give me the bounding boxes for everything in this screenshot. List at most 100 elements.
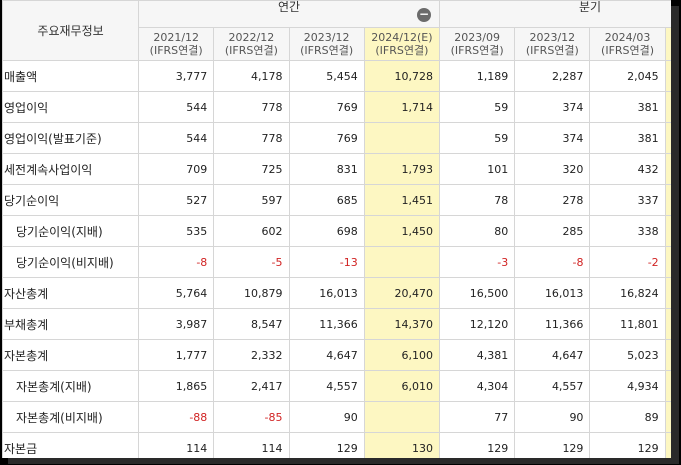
value-cell: 129 [438, 432, 516, 458]
row-label: 자본금 [2, 432, 140, 458]
row-label: 자본총계 [2, 339, 140, 371]
window-shadow-bottom [8, 458, 679, 464]
value-cell: 16,824 [589, 277, 666, 309]
period-label: 2023/12 [529, 31, 576, 44]
period-label: 2023/09 [454, 31, 500, 44]
basis-label: (IFRS연결) [149, 44, 203, 57]
period-header: 2024/03 (IFRS연결) [589, 27, 666, 61]
value-cell: 778 [213, 122, 290, 154]
value-cell: 685 [288, 184, 365, 216]
value-cell: 77 [438, 401, 516, 433]
value-cell: 16,013 [514, 277, 591, 309]
value-cell: 338 [589, 215, 666, 247]
value-cell: 2,003 [664, 60, 671, 92]
value-cell [664, 401, 671, 433]
value-cell: 4,381 [438, 339, 516, 371]
row-label: 자산총계 [2, 277, 140, 309]
value-cell: -8 [138, 246, 215, 278]
value-cell: 90 [288, 401, 365, 433]
row-label: 세전계속사업이익 [2, 153, 140, 185]
value-cell: 345 [664, 91, 671, 123]
period-label: 2022/12 [228, 31, 275, 44]
group-annual: 연간 − [138, 0, 440, 28]
value-cell: 10,728 [363, 60, 441, 92]
value-cell: 89 [589, 401, 666, 433]
basis-label: (IFRS연결) [375, 44, 429, 57]
value-cell: 709 [138, 153, 215, 185]
table-row: 자본총계 1,777 2,332 4,647 6,100 4,381 4,647 5,023 [2, 339, 671, 371]
basis-label: (IFRS연결) [666, 44, 671, 57]
value-cell: 290 [664, 215, 671, 247]
value-cell: 778 [213, 91, 290, 123]
value-cell: -3 [438, 246, 516, 278]
value-cell: -88 [138, 401, 215, 433]
period-header: 2023/12 (IFRS연결) [288, 27, 365, 61]
value-cell [664, 277, 671, 309]
value-cell: 1,865 [138, 370, 215, 402]
value-cell: -8 [514, 246, 591, 278]
value-cell: 4,178 [213, 60, 290, 92]
value-cell: 6,010 [363, 370, 441, 402]
collapse-annual-minus-icon[interactable]: − [417, 7, 431, 22]
period-header: 2024/12(E) (IFRS연결) [363, 27, 441, 61]
value-cell: 350 [664, 153, 671, 185]
table-row: 영업이익(발표기준) 544 778 769 59 374 381 [2, 122, 671, 154]
row-label: 자본총계(지배) [2, 370, 140, 402]
basis-label: (IFRS연결) [224, 44, 278, 57]
value-cell: 602 [213, 215, 290, 247]
period-label: 2024/12(E) [371, 31, 433, 44]
value-cell: 544 [138, 122, 215, 154]
value-cell: 2,287 [514, 60, 591, 92]
value-cell: 16,500 [438, 277, 516, 309]
value-cell: 535 [138, 215, 215, 247]
group-header-row: 주요재무정보 연간 − 분기 − [2, 0, 671, 61]
value-cell: 59 [438, 91, 516, 123]
period-header: 2023/12 (IFRS연결) [514, 27, 591, 61]
value-cell: 544 [138, 91, 215, 123]
value-cell: 114 [138, 432, 215, 458]
value-cell: 101 [438, 153, 516, 185]
row-label: 자본총계(비지배) [2, 401, 140, 433]
period-label: 2021/12 [153, 31, 200, 44]
value-cell: 4,647 [288, 339, 365, 371]
value-cell: 8,547 [213, 308, 290, 340]
value-cell: 80 [438, 215, 516, 247]
financial-summary-table: 주요재무정보 연간 − 분기 − 2021/12(IFRS연결)2022/12(… [2, 0, 671, 458]
value-cell: 129 [589, 432, 666, 458]
value-cell: 78 [438, 184, 516, 216]
value-cell: 5,023 [589, 339, 666, 371]
value-cell [664, 432, 671, 458]
value-cell: 1,777 [138, 339, 215, 371]
value-cell [664, 339, 671, 371]
value-cell: 769 [288, 91, 365, 123]
value-cell: 1,793 [363, 153, 441, 185]
table-row: 당기순이익(비지배) -8 -5 -13 -3 -8 -2 [2, 246, 671, 278]
value-cell: 6,100 [363, 339, 441, 371]
value-cell: 320 [514, 153, 591, 185]
value-cell: 3,987 [138, 308, 215, 340]
basis-label: (IFRS연결) [450, 44, 504, 57]
table-row: 자본총계(비지배) -88 -85 90 77 90 89 [2, 401, 671, 433]
period-header: 2024/06(E)(IFRS연결) [664, 27, 671, 61]
value-cell: 16,013 [288, 277, 365, 309]
value-cell: 10,879 [213, 277, 290, 309]
value-cell: 20,470 [363, 277, 441, 309]
row-label: 당기순이익 [2, 184, 140, 216]
row-label: 영업이익 [2, 91, 140, 123]
value-cell: 90 [514, 401, 591, 433]
value-cell: 4,304 [438, 370, 516, 402]
value-cell: 597 [213, 184, 290, 216]
window-shadow-right [671, 6, 679, 461]
basis-label: (IFRS연결) [300, 44, 354, 57]
value-cell: 2,332 [213, 339, 290, 371]
basis-label: (IFRS연결) [525, 44, 579, 57]
row-label: 당기순이익(지배) [2, 215, 140, 247]
value-cell: 374 [514, 91, 591, 123]
value-cell: 4,647 [514, 339, 591, 371]
value-cell: 4,934 [589, 370, 666, 402]
value-cell: 381 [589, 91, 666, 123]
